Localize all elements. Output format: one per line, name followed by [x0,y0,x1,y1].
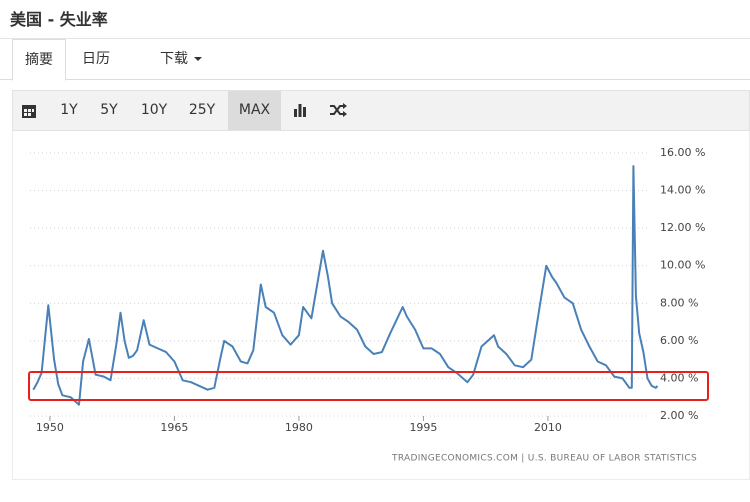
toolbar: 1Y 5Y 10Y 25Y MAX [12,90,750,131]
shuffle-icon[interactable] [329,103,347,117]
y-tick-label: 2.00 % [660,409,698,422]
y-tick-label: 6.00 % [660,334,698,347]
range-button[interactable]: MAX [228,91,281,130]
highlight-box [28,371,709,401]
bar-chart-icon[interactable] [293,103,307,117]
calendar-icon[interactable] [21,103,37,119]
y-tick-label: 8.00 % [660,296,698,309]
range-button[interactable]: 5Y [100,102,118,118]
y-tick-label: 12.00 % [660,221,705,234]
x-tick-label: 1995 [409,421,437,434]
range-button[interactable]: 10Y [140,102,168,118]
y-tick-label: 10.00 % [660,259,705,272]
y-tick-label: 4.00 % [660,371,698,384]
y-tick-label: 14.00 % [660,184,705,197]
tab-bar: 摘要 日历 下载 [0,38,750,81]
tab[interactable]: 摘要 [12,39,66,81]
page-title: 美国 - 失业率 [10,10,108,29]
y-tick-label: 16.00 % [660,146,705,159]
source-note: TRADINGECONOMICS.COM | U.S. BUREAU OF LA… [391,454,697,464]
x-tick-label: 1980 [285,421,313,434]
range-button[interactable]: 1Y [60,102,78,118]
x-tick-label: 2010 [534,421,562,434]
x-tick-label: 1965 [160,421,188,434]
tab[interactable]: 日历 [82,51,110,67]
data-line [32,165,659,406]
range-button[interactable]: 25Y [188,102,216,118]
x-tick-label: 1950 [36,421,64,434]
caret [194,57,202,61]
tab-label: 下载 [160,51,188,67]
tab[interactable]: 下载 [160,39,202,80]
